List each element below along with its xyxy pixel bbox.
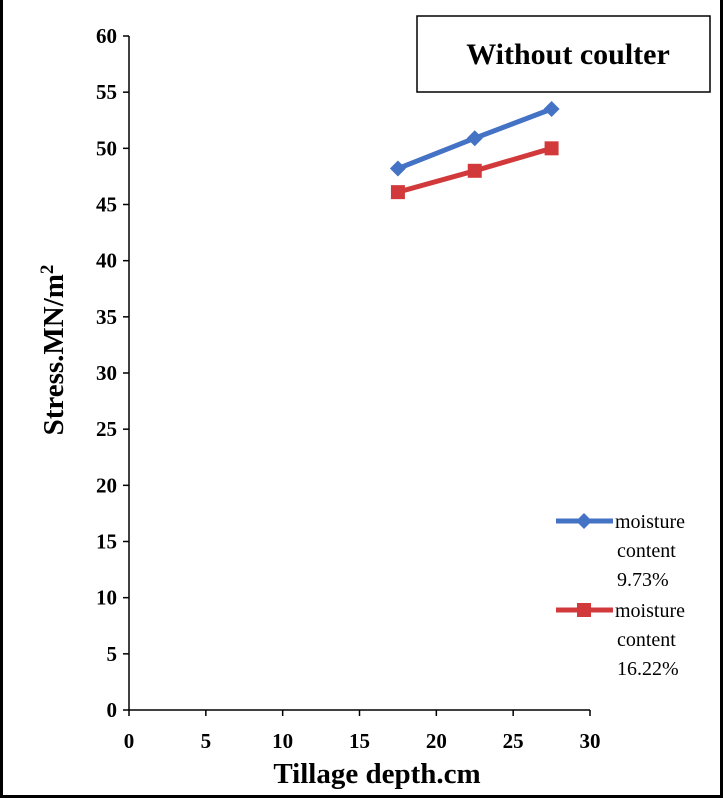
chart-title-box: Without coulter xyxy=(416,15,711,93)
y-tick-label: 55 xyxy=(96,80,117,104)
y-tick-label: 60 xyxy=(96,24,117,48)
y-tick-label: 50 xyxy=(96,136,117,160)
data-point xyxy=(389,160,406,177)
x-tick-label: 0 xyxy=(124,729,135,753)
legend-swatch-marker xyxy=(577,603,591,617)
legend-label-line: 9.73% xyxy=(617,569,669,591)
data-point xyxy=(467,163,482,178)
y-axis-title-superscript: 2 xyxy=(37,265,58,275)
y-tick-label: 5 xyxy=(107,642,118,666)
legend-label: moisture content 9.73% xyxy=(615,511,685,591)
y-tick-label: 10 xyxy=(96,586,117,610)
data-point xyxy=(544,141,559,156)
y-tick-label: 45 xyxy=(96,193,117,217)
data-point xyxy=(543,101,560,118)
legend-label-line: content xyxy=(617,540,676,562)
x-axis-ticks: 0 5 10 15 20 25 30 xyxy=(124,710,601,753)
legend-label-line: content xyxy=(617,629,676,651)
y-tick-label: 40 xyxy=(96,249,117,273)
series-1 xyxy=(389,101,560,177)
data-point xyxy=(390,185,405,200)
legend-label-line: moisture xyxy=(615,600,685,622)
y-axis-title-base: Stress.MN/m xyxy=(38,274,70,435)
x-tick-label: 30 xyxy=(580,729,601,753)
x-tick-label: 5 xyxy=(201,729,212,753)
x-tick-label: 25 xyxy=(503,729,524,753)
y-tick-label: 20 xyxy=(96,473,117,497)
x-tick-label: 15 xyxy=(349,729,370,753)
y-tick-label: 0 xyxy=(107,698,118,722)
data-point xyxy=(466,130,483,147)
y-axis-title: Stress.MN/m2 xyxy=(37,265,70,436)
y-axis-ticks: 0 5 10 15 20 25 30 35 40 45 50 55 60 xyxy=(96,24,129,722)
legend-item-1: moisture content 9.73% xyxy=(556,511,685,591)
x-tick-label: 20 xyxy=(426,729,447,753)
legend: moisture content 9.73% moisture content 16.22… xyxy=(556,511,685,680)
x-axis-title: Tillage depth.cm xyxy=(273,758,480,790)
y-tick-label: 15 xyxy=(96,530,117,554)
legend-label-line: moisture xyxy=(615,511,685,533)
series-2 xyxy=(390,141,559,200)
x-tick-label: 10 xyxy=(272,729,293,753)
legend-label: moisture content 16.22% xyxy=(615,600,685,680)
legend-swatch-marker xyxy=(576,513,592,529)
title-border xyxy=(416,15,711,93)
series-layer xyxy=(389,101,560,200)
legend-item-2: moisture content 16.22% xyxy=(556,600,685,680)
legend-label-line: 16.22% xyxy=(617,658,679,680)
y-tick-label: 35 xyxy=(96,305,117,329)
y-tick-label: 25 xyxy=(96,417,117,441)
y-tick-label: 30 xyxy=(96,361,117,385)
chart-title: Without coulter xyxy=(466,38,670,71)
